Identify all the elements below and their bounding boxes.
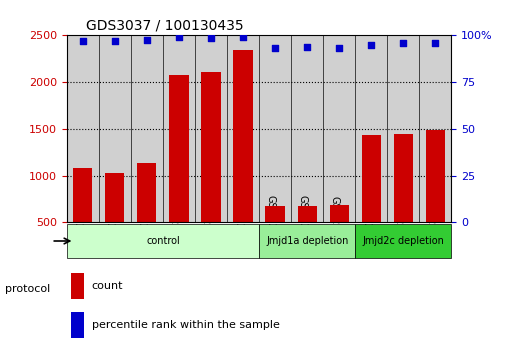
Point xyxy=(207,35,215,41)
FancyBboxPatch shape xyxy=(98,35,131,222)
Point xyxy=(271,46,279,51)
FancyBboxPatch shape xyxy=(355,224,451,258)
Point xyxy=(431,40,440,46)
Bar xyxy=(137,164,156,222)
FancyBboxPatch shape xyxy=(259,35,291,222)
Bar xyxy=(393,133,413,222)
Bar xyxy=(265,206,285,222)
Bar xyxy=(233,50,252,222)
Text: Jmjd2c depletion: Jmjd2c depletion xyxy=(362,236,444,246)
Bar xyxy=(70,273,84,299)
Text: protocol: protocol xyxy=(5,284,50,293)
Point xyxy=(175,34,183,40)
FancyBboxPatch shape xyxy=(387,35,420,222)
FancyBboxPatch shape xyxy=(195,35,227,222)
Bar xyxy=(73,168,92,222)
FancyBboxPatch shape xyxy=(67,35,98,222)
FancyBboxPatch shape xyxy=(131,35,163,222)
Bar xyxy=(298,206,317,222)
Text: Jmjd1a depletion: Jmjd1a depletion xyxy=(266,236,348,246)
Text: control: control xyxy=(146,236,180,246)
FancyBboxPatch shape xyxy=(323,35,355,222)
Bar xyxy=(362,135,381,222)
Point xyxy=(239,34,247,40)
Bar xyxy=(70,312,84,338)
Point xyxy=(78,38,87,44)
Text: count: count xyxy=(92,281,123,291)
Point xyxy=(303,44,311,50)
Point xyxy=(111,38,119,44)
Text: GDS3037 / 100130435: GDS3037 / 100130435 xyxy=(86,19,244,33)
Point xyxy=(399,40,407,46)
FancyBboxPatch shape xyxy=(163,35,195,222)
Bar xyxy=(201,72,221,222)
Bar xyxy=(169,75,189,222)
Point xyxy=(143,37,151,43)
FancyBboxPatch shape xyxy=(355,35,387,222)
FancyBboxPatch shape xyxy=(227,35,259,222)
Point xyxy=(335,46,343,51)
FancyBboxPatch shape xyxy=(259,224,355,258)
FancyBboxPatch shape xyxy=(67,224,259,258)
FancyBboxPatch shape xyxy=(291,35,323,222)
Point xyxy=(367,42,376,47)
Bar xyxy=(105,173,124,222)
Text: percentile rank within the sample: percentile rank within the sample xyxy=(92,320,280,330)
Bar xyxy=(426,130,445,222)
FancyBboxPatch shape xyxy=(420,35,451,222)
Bar xyxy=(329,205,349,222)
